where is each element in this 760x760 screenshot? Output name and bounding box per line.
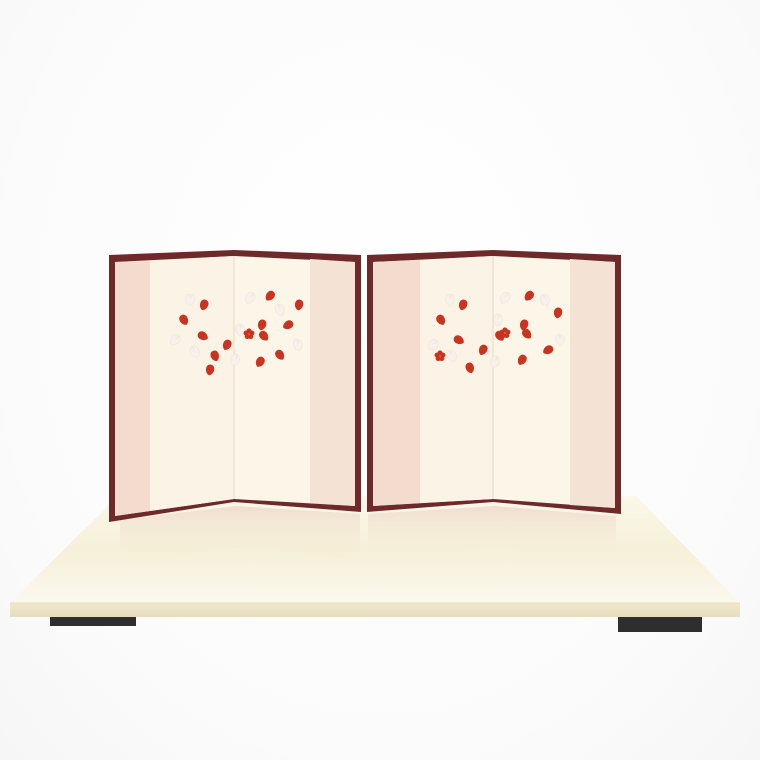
reflection-right — [368, 506, 616, 562]
blossom-petal — [434, 352, 440, 358]
folding-screen-left — [109, 250, 361, 522]
red-petal — [295, 299, 304, 311]
white-petal — [170, 334, 181, 346]
white-petal — [493, 312, 503, 327]
white-petal — [274, 303, 285, 316]
red-petal — [465, 362, 474, 374]
white-petal — [185, 292, 195, 307]
red-petal — [453, 335, 464, 345]
red-petal — [255, 356, 265, 367]
red-petal — [259, 330, 269, 341]
red-petal — [200, 299, 209, 311]
stand-front-edge — [10, 603, 740, 617]
white-petal — [428, 339, 439, 351]
red-petal — [517, 354, 527, 365]
red-petal — [179, 314, 189, 325]
white-petal — [235, 322, 245, 337]
red-petal — [522, 328, 532, 339]
blossom-petal — [499, 329, 505, 335]
white-petal — [293, 338, 303, 352]
white-petal — [230, 353, 241, 366]
red-petal — [554, 307, 563, 319]
white-petal — [446, 349, 457, 362]
white-petal — [539, 293, 550, 306]
blossom-petal — [243, 330, 249, 336]
display-stand — [10, 496, 740, 632]
reflection-left — [120, 506, 360, 566]
white-petal — [245, 291, 256, 304]
red-petal — [222, 339, 232, 350]
white-petal — [445, 292, 455, 307]
red-petal — [257, 319, 267, 331]
red-petal — [543, 345, 554, 355]
red-petal — [478, 344, 488, 355]
white-petal — [189, 345, 200, 358]
red-petal — [524, 290, 534, 301]
petal-motif-left — [170, 290, 304, 376]
white-petal — [490, 355, 501, 368]
red-petal — [275, 349, 285, 360]
red-petal — [283, 320, 294, 330]
red-petal — [197, 331, 208, 341]
red-petal — [206, 364, 215, 376]
red-petal — [436, 314, 446, 325]
petal-motif-right — [428, 290, 565, 374]
white-petal — [500, 291, 511, 304]
white-petal — [555, 333, 565, 347]
red-petal — [519, 319, 529, 331]
folding-screen-right — [367, 250, 621, 514]
red-petal — [210, 350, 219, 362]
red-petal — [265, 290, 275, 301]
red-petal — [459, 299, 468, 311]
stand-foot-right — [618, 614, 702, 632]
